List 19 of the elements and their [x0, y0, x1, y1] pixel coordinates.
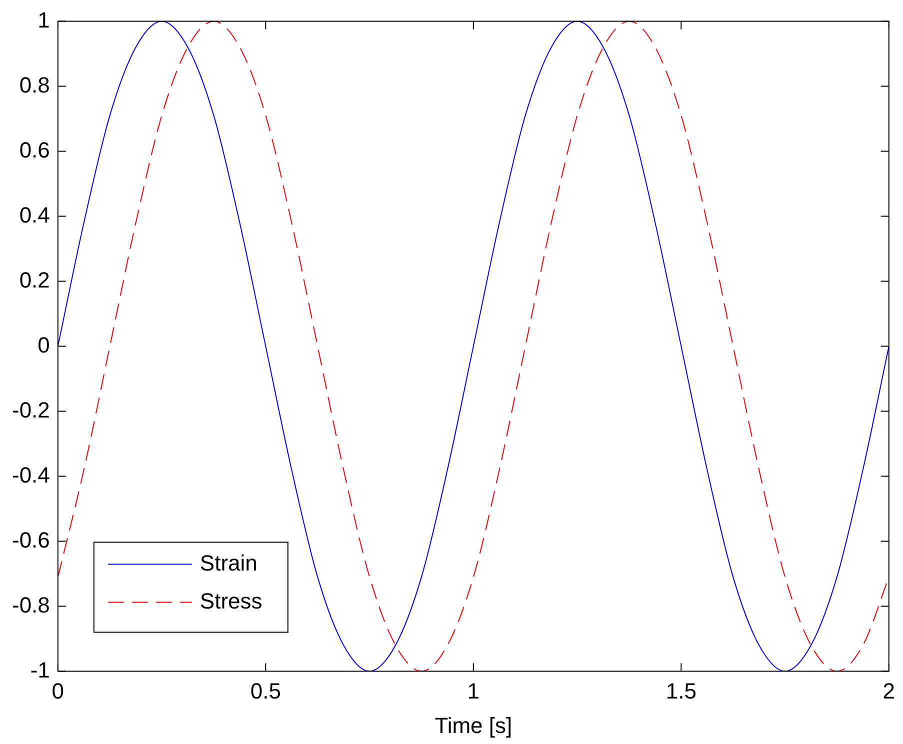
- y-tick-label: 0.4: [19, 202, 50, 228]
- x-tick-label: 2: [882, 678, 896, 704]
- y-tick-label: 0.2: [19, 267, 50, 292]
- legend-label: Stress: [200, 588, 262, 614]
- y-tick-label: -0.2: [12, 397, 50, 422]
- y-tick-label: -0.4: [12, 462, 50, 488]
- x-tick-label: 1: [467, 678, 480, 704]
- x-tick-label: 1.5: [666, 678, 696, 704]
- y-tick-label: 0: [38, 332, 50, 358]
- line-series: [58, 21, 889, 672]
- y-tick-label: -0.6: [12, 527, 50, 552]
- x-tick-label: 0.5: [250, 678, 281, 704]
- legend-label: Strain: [200, 550, 258, 576]
- y-tick-label: -0.8: [12, 592, 50, 618]
- y-tick-label: 1: [38, 7, 50, 32]
- y-tick-label: -1: [30, 657, 50, 682]
- y-tick-label: 0.6: [19, 137, 50, 162]
- y-tick-label: 0.8: [19, 72, 50, 98]
- x-axis-title: Time [s]: [434, 712, 512, 738]
